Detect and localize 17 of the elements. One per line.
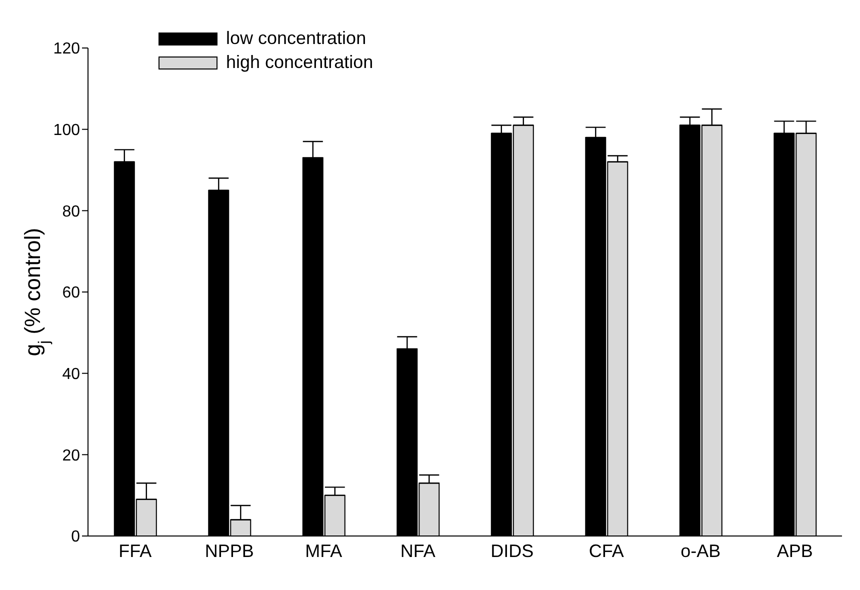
y-tick-label: 80	[62, 203, 80, 220]
x-tick-label: DIDS	[490, 540, 534, 561]
x-tick-label: o-AB	[680, 540, 721, 561]
y-tick-label: 0	[71, 528, 80, 546]
y-tick-label: 40	[62, 366, 80, 384]
legend-label: high concentration	[226, 52, 374, 73]
y-tick-label: 100	[53, 122, 80, 140]
y-tick-label: 20	[62, 447, 80, 464]
x-tick-label: FFA	[118, 540, 152, 561]
y-tick-label: 60	[62, 284, 80, 302]
y-tick-label: 120	[53, 40, 80, 58]
x-tick-label: NFA	[400, 540, 436, 561]
x-tick-label: NPPB	[204, 540, 254, 561]
x-tick-label: CFA	[588, 540, 624, 561]
legend-label: low concentration	[226, 28, 366, 49]
x-tick-label: APB	[776, 540, 813, 561]
x-tick-label: MFA	[305, 540, 342, 561]
